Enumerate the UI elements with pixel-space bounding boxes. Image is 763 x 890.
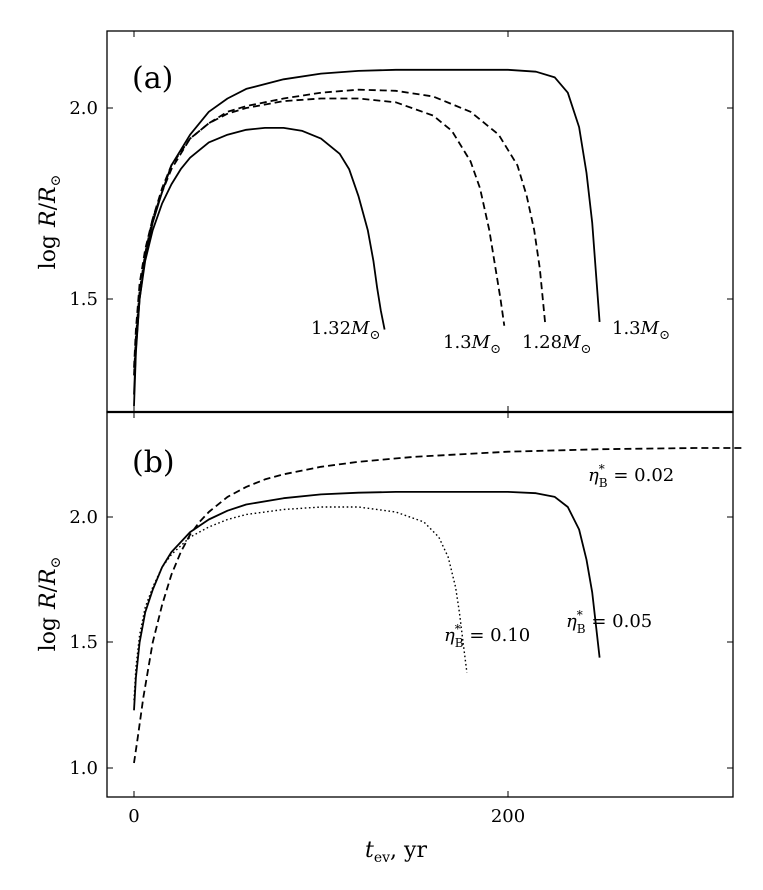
ytick-label-b-2.0: 2.0 <box>69 507 98 528</box>
xtick-label-0: 0 <box>128 806 139 827</box>
series-line-a-3 <box>133 88 547 368</box>
series-line-b-1 <box>133 447 742 764</box>
panel-a-ylabel: logR/R⊙ <box>36 175 64 270</box>
panel-a-ticks <box>107 31 733 412</box>
panel-a-label: (a) <box>132 61 173 96</box>
anno-a-1.3-dashed: 1.3M⊙ <box>443 332 501 357</box>
panel-b-ticks <box>107 412 733 797</box>
panel-a-frame <box>106 30 734 413</box>
series-line-a-1 <box>133 127 386 407</box>
series-line-b-2 <box>133 491 601 711</box>
ytick-label-a-2.0: 2.0 <box>69 98 98 119</box>
anno-a-1.32: 1.32M⊙ <box>311 318 380 343</box>
ytick-label-a-1.5: 1.5 <box>69 289 98 310</box>
anno-b-0.02: η* B = 0.02 <box>588 462 674 490</box>
anno-b-0.05: η* B = 0.05 <box>566 608 652 636</box>
series-line-b-3 <box>133 506 468 701</box>
panel-b-series <box>133 447 742 764</box>
panel-a-series <box>133 68 601 407</box>
anno-b-0.10: η* B = 0.10 <box>444 622 530 650</box>
xtick-label-200: 200 <box>491 806 525 827</box>
series-line-a-4 <box>133 68 601 395</box>
ytick-label-b-1.5: 1.5 <box>69 632 98 653</box>
panel-b-label: (b) <box>132 445 175 480</box>
panel-b-ylabel: logR/R⊙ <box>36 557 64 652</box>
x-axis-label: tev, yr <box>365 838 427 866</box>
anno-a-1.28: 1.28M⊙ <box>522 332 591 357</box>
ytick-label-b-1.0: 1.0 <box>69 758 98 779</box>
anno-a-1.3-solid: 1.3M⊙ <box>612 318 670 343</box>
